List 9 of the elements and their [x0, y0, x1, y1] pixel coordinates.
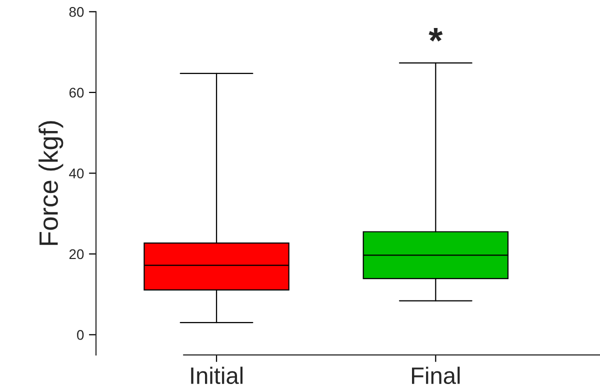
x-tick-label: Initial [191, 366, 243, 384]
y-tick-label: 0 [77, 330, 84, 340]
y-tick-label: 60 [69, 88, 84, 98]
y-axis-title: Force (kgf) [38, 121, 64, 245]
x-tick-label: Final [412, 366, 460, 384]
annotation: * [428, 28, 443, 42]
y-tick-label: 80 [69, 7, 84, 17]
y-tick-label: 20 [69, 249, 84, 260]
y-tick-label: 40 [69, 168, 84, 178]
